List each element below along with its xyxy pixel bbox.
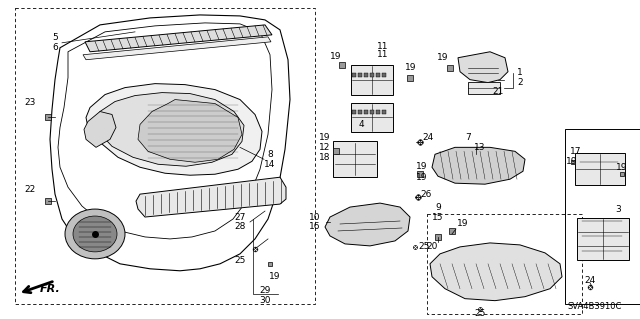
Polygon shape (430, 243, 562, 300)
Text: 19: 19 (330, 52, 342, 61)
Text: 13: 13 (474, 143, 486, 152)
Text: 12: 12 (319, 143, 331, 152)
Text: 9: 9 (435, 203, 441, 211)
Text: 6: 6 (52, 43, 58, 52)
Text: 19: 19 (269, 272, 281, 281)
Text: 25: 25 (234, 256, 246, 265)
Text: 19: 19 (319, 133, 331, 142)
Text: 11: 11 (377, 50, 388, 59)
Bar (351, 102, 393, 132)
Text: 26: 26 (420, 189, 432, 199)
Ellipse shape (65, 209, 125, 259)
Text: 14: 14 (264, 160, 276, 169)
Bar (468, 82, 500, 93)
Text: 28: 28 (234, 222, 246, 232)
Text: 4: 4 (358, 120, 364, 129)
Text: 19: 19 (416, 162, 428, 171)
Text: 30: 30 (259, 296, 271, 305)
Text: 20: 20 (426, 242, 438, 251)
Text: 3: 3 (615, 204, 621, 213)
Text: 2: 2 (517, 78, 523, 87)
Text: 10: 10 (309, 212, 321, 221)
Text: 19: 19 (437, 53, 449, 62)
Text: 19: 19 (616, 163, 628, 172)
Bar (15, 8, 315, 304)
Polygon shape (138, 100, 242, 162)
Text: 25: 25 (419, 242, 429, 251)
Ellipse shape (73, 216, 117, 252)
Text: 5: 5 (52, 33, 58, 42)
Polygon shape (50, 15, 290, 271)
Text: 19: 19 (405, 63, 417, 72)
Text: 24: 24 (584, 276, 596, 285)
Text: FR.: FR. (40, 284, 60, 294)
Polygon shape (86, 84, 262, 175)
Text: SVA4B3910C: SVA4B3910C (568, 302, 622, 311)
Text: 27: 27 (234, 212, 246, 221)
Text: 29: 29 (259, 286, 271, 295)
Bar (427, 214, 582, 314)
Bar (351, 65, 393, 94)
Polygon shape (432, 147, 525, 184)
Polygon shape (458, 52, 508, 83)
Text: 15: 15 (432, 212, 444, 221)
Text: 19: 19 (566, 157, 578, 166)
Text: 7: 7 (465, 133, 471, 142)
Text: 19: 19 (457, 219, 468, 227)
Bar (575, 153, 625, 185)
Polygon shape (85, 25, 272, 52)
Text: 11: 11 (377, 42, 388, 51)
Text: 25: 25 (474, 309, 486, 318)
Bar (577, 218, 629, 260)
Polygon shape (84, 112, 116, 147)
Text: 1: 1 (517, 68, 523, 77)
Text: 19: 19 (416, 173, 428, 182)
Text: 24: 24 (422, 133, 434, 142)
Text: 17: 17 (570, 147, 582, 156)
Polygon shape (96, 93, 244, 166)
Bar (333, 141, 377, 177)
Text: 18: 18 (319, 153, 331, 162)
Bar (565, 130, 640, 304)
Text: 16: 16 (309, 222, 321, 232)
Text: 21: 21 (492, 87, 504, 96)
Text: 23: 23 (24, 98, 36, 107)
Polygon shape (83, 37, 271, 60)
Polygon shape (136, 177, 286, 217)
Polygon shape (325, 203, 410, 246)
Text: 8: 8 (267, 150, 273, 159)
Text: 22: 22 (24, 185, 36, 194)
